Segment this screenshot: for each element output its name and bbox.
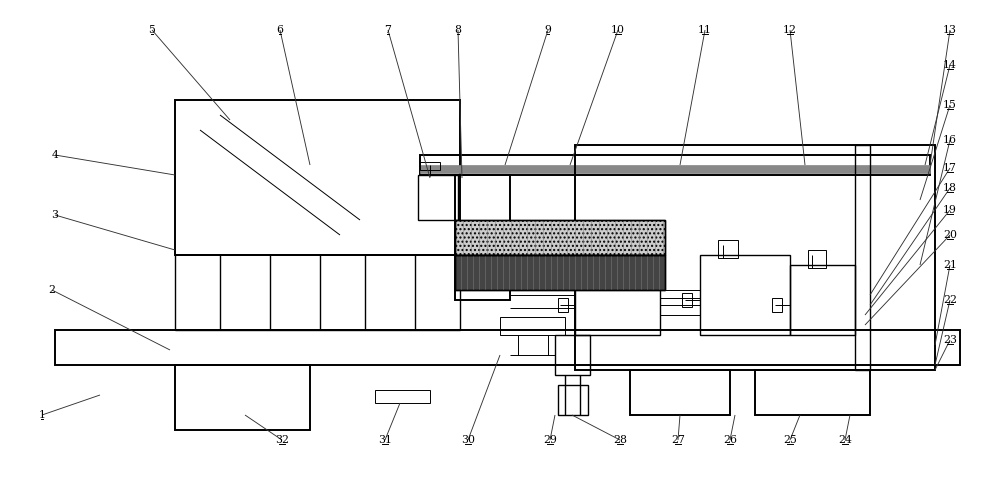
Text: 29: 29 [543,435,557,445]
Bar [558,385,588,415]
Bar [175,365,310,430]
Text: 30: 30 [461,435,475,445]
Text: 21: 21 [943,260,957,270]
Bar [682,293,692,307]
Bar [808,250,826,268]
Text: 18: 18 [943,183,957,193]
Bar [455,220,665,255]
Text: 31: 31 [378,435,392,445]
Bar [418,175,458,220]
Bar [855,145,870,370]
Text: 12: 12 [783,25,797,35]
Bar [455,255,665,290]
Bar [575,265,660,335]
Bar [575,145,935,370]
Text: 27: 27 [671,435,685,445]
Bar [455,255,665,290]
Bar [630,370,730,415]
Text: 32: 32 [275,435,289,445]
Text: 25: 25 [783,435,797,445]
Text: 6: 6 [276,25,284,35]
Bar [175,100,460,255]
Bar [455,220,665,255]
Text: 22: 22 [943,295,957,305]
Bar [455,175,510,300]
Text: 17: 17 [943,163,957,173]
Bar [420,165,930,173]
Bar [375,390,430,403]
Bar [55,330,960,365]
Bar [555,335,590,375]
Text: 23: 23 [943,335,957,345]
Bar [420,162,440,170]
Bar [700,255,790,335]
Text: 20: 20 [943,230,957,240]
Text: 19: 19 [943,205,957,215]
Text: 7: 7 [385,25,391,35]
Text: 2: 2 [48,285,56,295]
Bar [595,250,615,268]
Text: 16: 16 [943,135,957,145]
Text: 24: 24 [838,435,852,445]
Text: 28: 28 [613,435,627,445]
Bar [790,265,855,335]
Text: 14: 14 [943,60,957,70]
Bar [772,298,782,312]
Text: 26: 26 [723,435,737,445]
Bar [660,290,700,315]
Bar [420,155,930,175]
Text: 9: 9 [545,25,551,35]
Bar [500,317,565,335]
Bar [558,298,568,312]
Text: 5: 5 [149,25,155,35]
Text: 13: 13 [943,25,957,35]
Bar [718,240,738,258]
Text: 8: 8 [454,25,462,35]
Text: 4: 4 [52,150,58,160]
Text: 15: 15 [943,100,957,110]
Text: 3: 3 [52,210,58,220]
Bar [755,370,870,415]
Text: 10: 10 [611,25,625,35]
Text: 1: 1 [38,410,46,420]
Text: 11: 11 [698,25,712,35]
